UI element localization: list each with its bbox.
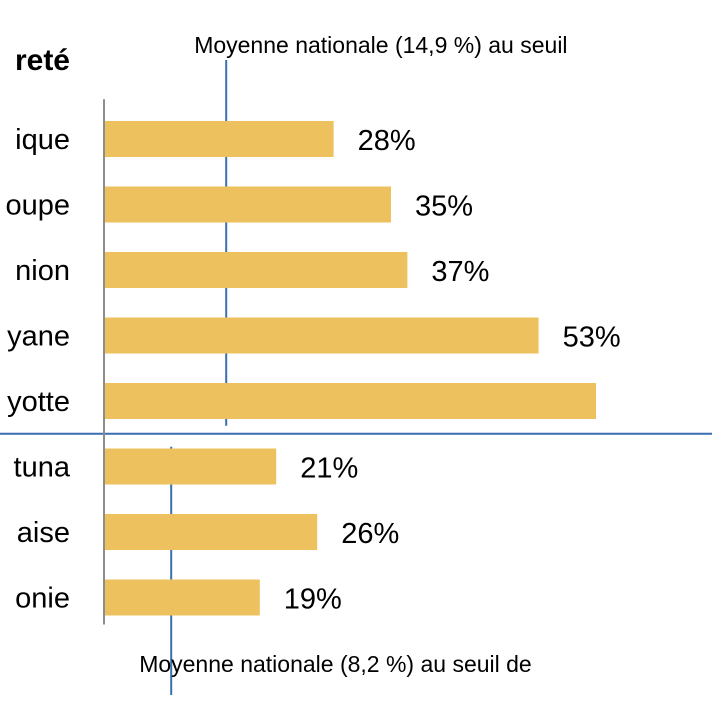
category-label: yotte <box>7 386 70 418</box>
value-label: 28% <box>358 125 416 157</box>
bar <box>104 514 318 550</box>
reference-lines <box>0 60 712 695</box>
bar <box>104 317 539 354</box>
bar <box>104 252 408 288</box>
category-label: tuna <box>14 452 71 484</box>
bar <box>104 121 334 157</box>
value-label: 21% <box>300 453 358 485</box>
category-label: onie <box>15 583 70 615</box>
value-label: 19% <box>284 584 342 616</box>
value-label: 35% <box>415 191 473 223</box>
category-label: aise <box>17 517 70 549</box>
reference-label: Moyenne nationale (8,2 %) au seuil de <box>139 651 532 677</box>
reference-label: Moyenne nationale (14,9 %) au seuil <box>194 32 567 58</box>
category-label: ique <box>15 124 70 156</box>
chart-title: reté <box>15 44 70 77</box>
labels: ique 28% oupe 35% nion 37% yane 53% yotte tuna 21%… <box>5 32 620 677</box>
category-label: oupe <box>5 190 70 222</box>
bar <box>104 448 277 485</box>
bar <box>104 579 260 616</box>
bar <box>104 383 596 419</box>
category-label: yane <box>7 321 70 353</box>
bars <box>103 99 596 625</box>
value-label: 53% <box>563 322 621 354</box>
value-label: 26% <box>341 518 399 550</box>
value-label: 37% <box>431 256 489 288</box>
bar <box>104 186 391 223</box>
category-label: nion <box>15 255 70 287</box>
